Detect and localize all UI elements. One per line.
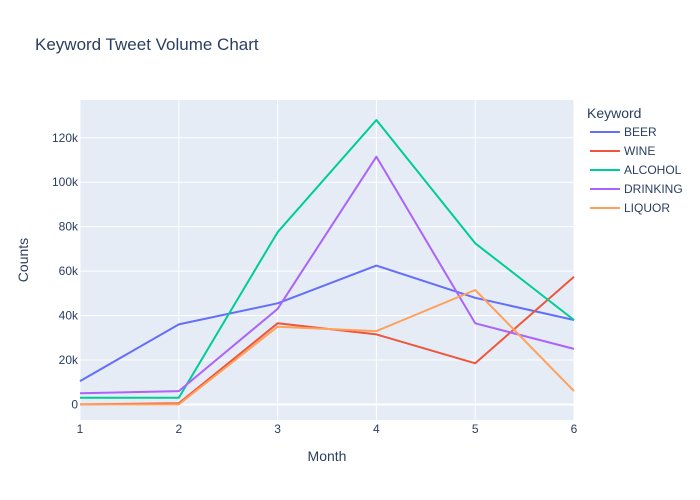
y-tick-label: 100k: [52, 175, 79, 189]
x-axis-title: Month: [308, 448, 347, 464]
x-tick-label: 5: [472, 422, 479, 436]
x-tick-label: 1: [77, 422, 84, 436]
y-tick-label: 0: [71, 397, 78, 411]
legend-label: BEER: [624, 125, 657, 139]
x-tick-label: 4: [373, 422, 380, 436]
legend: BEER WINE ALCOHOL DRINKING LIQUOR: [590, 125, 683, 215]
legend-label: WINE: [624, 144, 655, 158]
legend-item-alcohol[interactable]: ALCOHOL: [590, 163, 682, 177]
x-tick-label: 2: [175, 422, 182, 436]
series-line-liquor: [80, 289, 575, 406]
y-tick-label: 80k: [59, 220, 79, 234]
y-axis-ticks: 0 20k 40k 60k 80k 100k 120k: [52, 131, 79, 412]
series-lines: [79, 119, 575, 406]
legend-label: DRINKING: [624, 182, 683, 196]
series-line-beer: [79, 264, 575, 382]
legend-item-beer[interactable]: BEER: [590, 125, 657, 139]
y-axis-title: Counts: [15, 238, 31, 282]
legend-item-wine[interactable]: WINE: [590, 144, 655, 158]
legend-item-liquor[interactable]: LIQUOR: [590, 201, 670, 215]
x-tick-label: 6: [571, 422, 578, 436]
legend-item-drinking[interactable]: DRINKING: [590, 182, 683, 196]
y-tick-label: 120k: [52, 131, 79, 145]
legend-title: Keyword: [587, 105, 641, 121]
y-tick-label: 20k: [59, 353, 79, 367]
legend-label: ALCOHOL: [624, 163, 682, 177]
x-tick-label: 3: [274, 422, 281, 436]
plot-area: [80, 100, 574, 420]
y-tick-label: 60k: [59, 264, 79, 278]
series-line-drinking: [79, 155, 575, 395]
chart-title: Keyword Tweet Volume Chart: [35, 35, 259, 54]
legend-label: LIQUOR: [624, 201, 670, 215]
x-axis-ticks: 1 2 3 4 5 6: [77, 422, 578, 436]
y-tick-label: 40k: [59, 309, 79, 323]
series-line-alcohol: [80, 119, 575, 399]
